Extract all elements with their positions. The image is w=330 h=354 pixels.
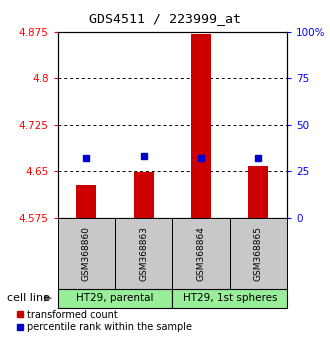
Bar <box>115 218 172 289</box>
Text: GSM368863: GSM368863 <box>139 225 148 281</box>
Bar <box>172 289 287 308</box>
Text: GDS4511 / 223999_at: GDS4511 / 223999_at <box>89 12 241 25</box>
Bar <box>248 166 269 218</box>
Text: GSM368860: GSM368860 <box>82 225 91 281</box>
Text: GSM368864: GSM368864 <box>197 225 206 281</box>
Bar <box>230 218 287 289</box>
Bar <box>58 218 115 289</box>
Text: cell line: cell line <box>7 293 50 303</box>
Bar <box>76 185 96 218</box>
Bar <box>134 172 154 218</box>
Legend: transformed count, percentile rank within the sample: transformed count, percentile rank withi… <box>16 310 192 332</box>
Text: HT29, 1st spheres: HT29, 1st spheres <box>182 293 277 303</box>
Bar <box>172 218 230 289</box>
Text: HT29, parental: HT29, parental <box>76 293 154 303</box>
Bar <box>58 289 172 308</box>
Text: GSM368865: GSM368865 <box>254 225 263 281</box>
Bar <box>191 34 211 218</box>
